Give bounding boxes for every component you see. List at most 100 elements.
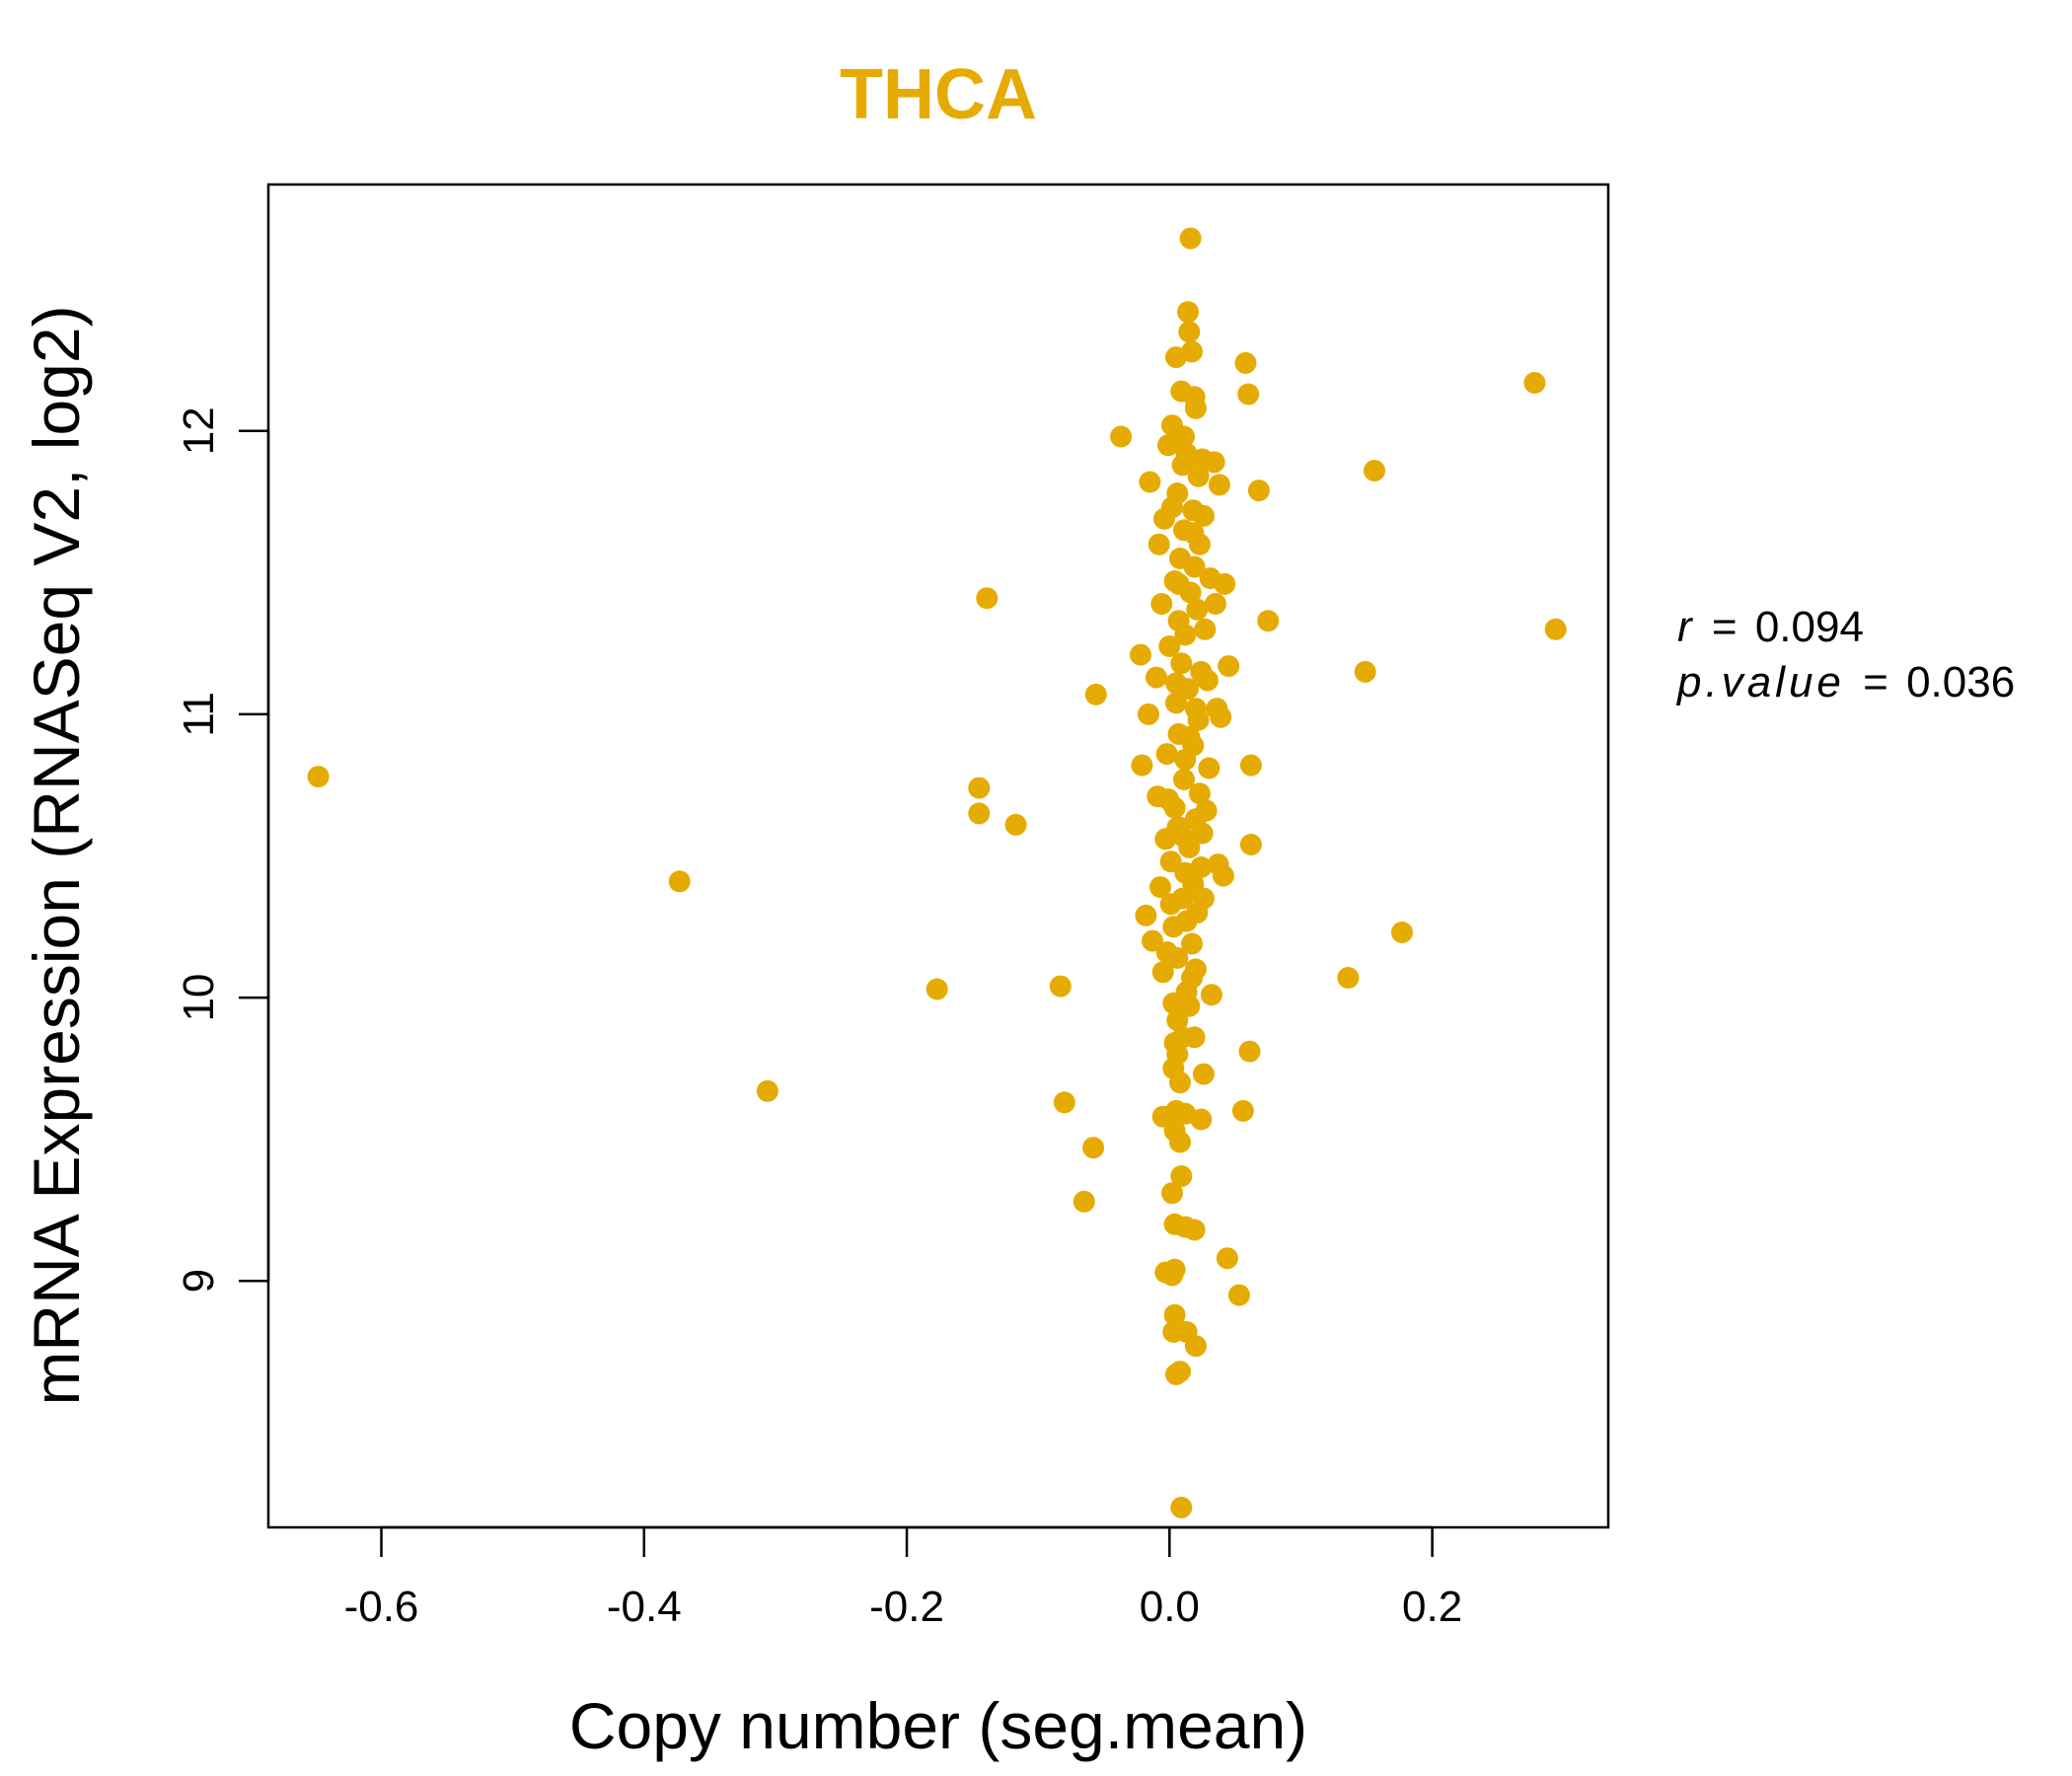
data-point bbox=[1239, 834, 1262, 855]
data-point bbox=[1053, 1091, 1075, 1114]
x-tick-label: -0.2 bbox=[869, 1583, 944, 1631]
x-tick-label: -0.6 bbox=[344, 1583, 419, 1631]
data-point bbox=[1183, 1026, 1206, 1049]
data-point bbox=[1161, 496, 1183, 519]
data-point bbox=[1210, 705, 1232, 728]
data-point bbox=[1184, 698, 1207, 720]
data-point bbox=[1354, 660, 1376, 683]
data-point bbox=[1214, 572, 1236, 595]
data-point bbox=[1174, 748, 1197, 771]
data-point bbox=[1183, 555, 1206, 578]
p-value: 0.036 bbox=[1906, 658, 2015, 706]
data-point bbox=[1155, 941, 1178, 964]
data-point bbox=[1188, 782, 1211, 805]
y-axis: 9 10 11 12 bbox=[175, 407, 270, 1293]
data-point bbox=[1174, 624, 1197, 646]
r-annotation: r = 0.094 bbox=[1677, 603, 1864, 651]
data-point bbox=[1183, 1219, 1206, 1241]
data-point bbox=[1181, 340, 1203, 363]
data-point bbox=[925, 978, 948, 1000]
data-point bbox=[1130, 643, 1151, 666]
data-point bbox=[1150, 593, 1173, 615]
data-point bbox=[1084, 683, 1107, 705]
data-point bbox=[1237, 383, 1260, 406]
data-point bbox=[1191, 822, 1214, 845]
data-point bbox=[1004, 813, 1027, 836]
data-point bbox=[1170, 1165, 1193, 1187]
r-equals: = bbox=[1712, 603, 1738, 651]
data-point bbox=[1391, 922, 1413, 943]
correlation-annotation: r = 0.094 p.value = 0.036 bbox=[1675, 603, 2015, 706]
data-point bbox=[1195, 799, 1218, 822]
data-point bbox=[1155, 743, 1178, 766]
data-point bbox=[668, 870, 691, 893]
x-axis-label: Copy number (seg.mean) bbox=[569, 1689, 1307, 1762]
data-point bbox=[1182, 522, 1205, 545]
data-point bbox=[1190, 856, 1213, 878]
data-point bbox=[756, 1079, 778, 1102]
data-point bbox=[1198, 757, 1221, 779]
data-point bbox=[1151, 961, 1174, 984]
x-tick-label: 0.0 bbox=[1140, 1583, 1200, 1631]
data-point bbox=[1173, 425, 1195, 448]
data-point bbox=[1196, 669, 1219, 692]
data-point bbox=[1200, 984, 1222, 1006]
p-annotation: p.value = 0.036 bbox=[1675, 658, 2015, 706]
data-point bbox=[1169, 1361, 1191, 1383]
y-tick-label: 10 bbox=[175, 974, 223, 1022]
data-point bbox=[1192, 504, 1215, 527]
data-point bbox=[1184, 1335, 1207, 1358]
data-point bbox=[1178, 725, 1201, 748]
data-point bbox=[1186, 598, 1209, 621]
data-points bbox=[307, 227, 1567, 1518]
data-point bbox=[1227, 1284, 1250, 1306]
data-point bbox=[1175, 910, 1198, 932]
data-point bbox=[1049, 975, 1072, 998]
data-point bbox=[1147, 533, 1170, 555]
data-point bbox=[1544, 618, 1567, 640]
data-point bbox=[1178, 321, 1201, 343]
data-point bbox=[1181, 967, 1203, 989]
data-point bbox=[1110, 425, 1133, 448]
data-point bbox=[1162, 1057, 1185, 1079]
data-point bbox=[1181, 932, 1203, 955]
y-axis-label: mRNA Expression (RNASeq V2, log2) bbox=[20, 305, 93, 1405]
data-point bbox=[1163, 1303, 1186, 1326]
plot-frame bbox=[266, 183, 1610, 1529]
data-point bbox=[1131, 754, 1153, 777]
data-point bbox=[1170, 652, 1193, 675]
data-point bbox=[1179, 227, 1202, 250]
data-point bbox=[1187, 465, 1210, 487]
data-point bbox=[1337, 967, 1360, 989]
data-point bbox=[1073, 1190, 1095, 1213]
data-point bbox=[1238, 1040, 1261, 1063]
data-point bbox=[1135, 904, 1157, 926]
data-point bbox=[968, 777, 991, 799]
data-point bbox=[1169, 1131, 1191, 1153]
data-point bbox=[1166, 816, 1189, 839]
data-point bbox=[1146, 666, 1167, 689]
data-point bbox=[1182, 873, 1205, 896]
data-point bbox=[1184, 397, 1207, 419]
data-point bbox=[1159, 893, 1182, 916]
data-point bbox=[1178, 995, 1201, 1017]
data-point bbox=[1138, 703, 1159, 725]
data-point bbox=[1523, 372, 1546, 394]
data-point bbox=[1163, 1258, 1186, 1281]
data-point bbox=[1239, 754, 1262, 777]
data-point bbox=[1247, 480, 1270, 502]
data-point bbox=[1161, 1182, 1183, 1205]
data-point bbox=[1234, 351, 1257, 374]
data-point bbox=[1082, 1137, 1105, 1159]
x-axis: -0.6 -0.4 -0.2 0.0 0.2 bbox=[344, 1525, 1462, 1631]
data-point bbox=[1165, 672, 1187, 695]
x-tick-label: 0.2 bbox=[1402, 1583, 1462, 1631]
data-point bbox=[1139, 471, 1161, 493]
r-label: r bbox=[1677, 603, 1694, 651]
data-point bbox=[1203, 451, 1225, 474]
data-point bbox=[1149, 876, 1171, 899]
data-point bbox=[1170, 1496, 1193, 1518]
data-point bbox=[1257, 610, 1280, 632]
data-point bbox=[307, 766, 330, 788]
